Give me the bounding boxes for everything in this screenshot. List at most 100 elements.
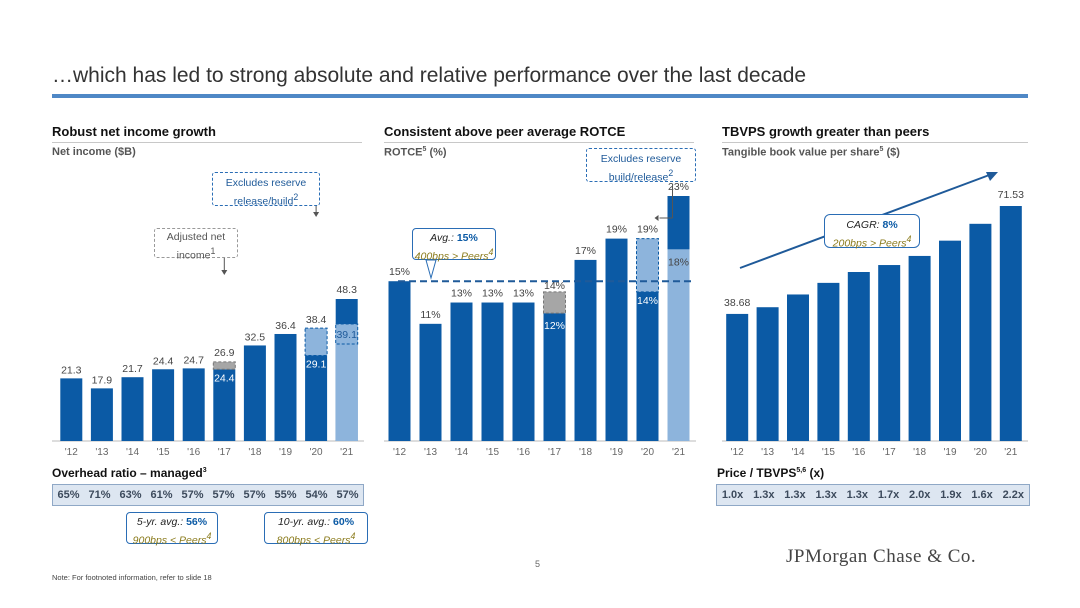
bar — [213, 369, 236, 441]
data-label: 17.9 — [92, 374, 113, 386]
x-tick-label: '13 — [424, 447, 437, 458]
data-label: 17% — [575, 245, 596, 257]
overhead-value-1: 71% — [88, 489, 111, 501]
x-tick-label: '20 — [974, 447, 987, 458]
data-label: 13% — [513, 288, 534, 300]
bar — [605, 238, 628, 441]
net-income-panel-title: Robust net income growth — [52, 124, 216, 139]
x-tick-label: '18 — [913, 447, 926, 458]
overhead-ratio-strip: 65% 71% 63% 61% 57% 57% 57% 55% 54% 57% — [52, 484, 364, 506]
data-label: 14% — [637, 295, 658, 307]
bar — [817, 282, 840, 441]
bar — [152, 369, 175, 441]
bar — [756, 307, 779, 441]
x-tick-label: '17 — [883, 447, 896, 458]
overhead-value-9: 57% — [336, 489, 359, 501]
data-label-excl: 19% — [637, 224, 658, 236]
x-tick-label: '21 — [340, 447, 353, 458]
data-label: 21.7 — [122, 363, 143, 375]
bar — [969, 223, 992, 441]
data-label: 23% — [668, 181, 689, 193]
bar — [182, 368, 205, 441]
rotce-chart: '12 '13 '14 '15 '16 '17 '18 '19 '20 '21 15% 11% 13% 1… — [384, 181, 696, 458]
bar — [543, 313, 566, 441]
bar — [878, 265, 901, 441]
data-label: 11% — [420, 309, 440, 321]
data-label: 24.7 — [183, 354, 204, 366]
overhead-value-8: 54% — [305, 489, 328, 501]
price-tbvps-title: Price / TBVPS5,6 (x) — [717, 466, 825, 480]
data-label-excl: 39.1 — [336, 329, 357, 341]
bar — [450, 302, 473, 441]
arrow-head — [313, 212, 320, 217]
price-value-4: 1.3x — [846, 489, 869, 501]
bar — [574, 259, 597, 441]
bar — [726, 313, 749, 441]
bar — [636, 291, 659, 441]
net-income-chart: '12 '13 '14 '15 '16 '17 '18 '19 '20 '21 21.3 17.9 21… — [52, 206, 364, 458]
bar-excl-reserve-21 — [335, 323, 359, 345]
data-label: 13% — [451, 288, 472, 300]
tbvps-panel-subtitle: Tangible book value per share5 ($) — [722, 146, 900, 159]
rotce-reserve-callout: Excludes reserve build/release2 — [586, 148, 696, 184]
bar-adjusted — [212, 361, 236, 370]
panel-rule-rotce — [384, 142, 694, 143]
data-label-adjusted: 14% — [544, 280, 565, 292]
bar — [388, 281, 411, 441]
price-value-6: 2.0x — [909, 489, 931, 501]
x-tick-label: '12 — [731, 447, 744, 458]
bar — [274, 333, 297, 441]
panel-rule-ni — [52, 142, 362, 143]
overhead-value-0: 65% — [57, 489, 80, 501]
x-tick-label: '16 — [187, 447, 200, 458]
price-value-5: 1.7x — [877, 489, 900, 501]
bar — [419, 323, 442, 441]
data-label: 19% — [606, 224, 627, 236]
bar — [121, 377, 144, 441]
data-label: 13% — [482, 288, 503, 300]
arrow-head — [221, 270, 228, 275]
price-value-1: 1.3x — [753, 489, 775, 501]
overhead-value-6: 57% — [243, 489, 266, 501]
x-tick-label: '15 — [157, 447, 170, 458]
page-number: 5 — [535, 559, 541, 569]
bar-excl-reserve — [335, 326, 358, 441]
bar-excl-reserve — [667, 249, 690, 441]
price-value-8: 1.6x — [971, 489, 993, 501]
data-label: 21.3 — [61, 364, 82, 376]
x-tick-label: '12 — [65, 447, 78, 458]
overhead-value-5: 57% — [212, 489, 235, 501]
title-rule — [52, 94, 1028, 98]
data-label-excl: 38.4 — [306, 314, 327, 326]
rotce-panel-subtitle: ROTCE5 (%) — [384, 146, 447, 159]
tbvps-chart: '12 '13 '14 '15 '16 '17 '18 '19 '20 '21 38.68 71.53 — [722, 172, 1028, 458]
overhead-value-3: 61% — [150, 489, 173, 501]
bar-adjusted — [543, 291, 566, 314]
bar — [847, 272, 870, 441]
callout-pointer — [425, 259, 437, 280]
ni-adjusted-callout: Adjusted net income1 — [154, 228, 238, 262]
data-label: 15% — [389, 266, 410, 278]
overhead-ratio-title: Overhead ratio – managed3 — [52, 466, 207, 480]
x-tick-label: '14 — [126, 447, 139, 458]
x-tick-label: '19 — [943, 447, 956, 458]
bar — [481, 302, 504, 441]
x-tick-label: '21 — [1004, 447, 1017, 458]
price-value-2: 1.3x — [784, 489, 806, 501]
bar — [787, 294, 809, 441]
x-tick-label: '21 — [672, 447, 685, 458]
x-tick-label: '15 — [486, 447, 499, 458]
tbvps-cagr-callout: CAGR: 8% 200bps > Peers4 — [824, 214, 920, 250]
data-label: 24.4 — [153, 355, 174, 367]
overhead-value-2: 63% — [119, 489, 142, 501]
data-label: 24.4 — [214, 372, 235, 384]
x-tick-label: '18 — [248, 447, 261, 458]
bar — [908, 255, 931, 441]
rotce-panel-title: Consistent above peer average ROTCE — [384, 124, 626, 139]
net-income-panel-subtitle: Net income ($B) — [52, 146, 136, 158]
x-tick-label: '13 — [95, 447, 108, 458]
overhead-value-4: 57% — [181, 489, 204, 501]
x-tick-label: '13 — [761, 447, 774, 458]
data-label: 12% — [544, 320, 565, 332]
bar — [243, 345, 266, 441]
